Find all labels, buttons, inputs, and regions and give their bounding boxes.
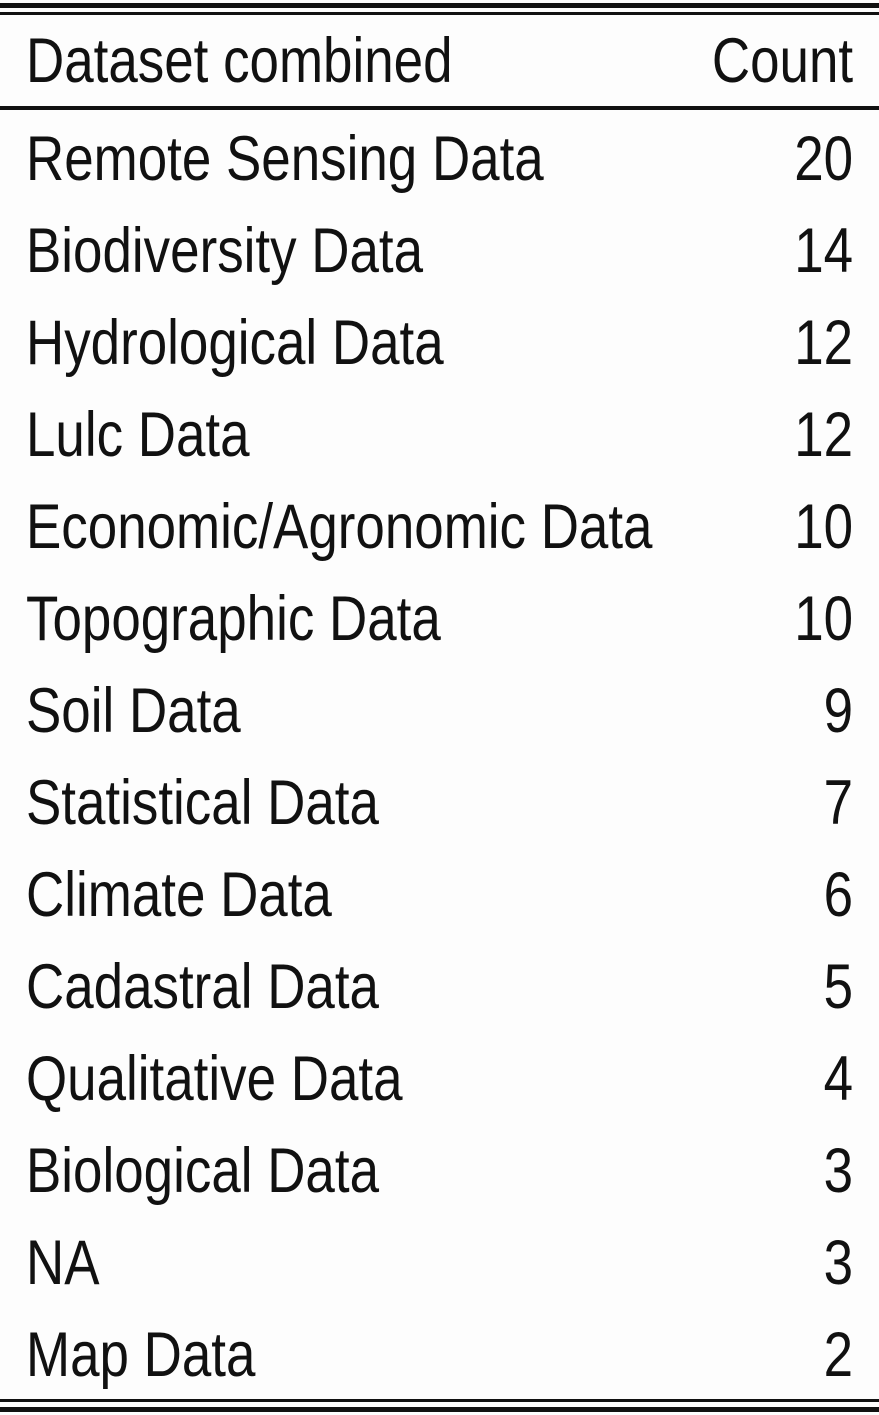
table-row: NA 3 xyxy=(0,1218,879,1310)
count-cell: 2 xyxy=(823,1320,853,1390)
count-cell: 10 xyxy=(794,584,853,654)
count-cell: 12 xyxy=(794,308,853,378)
count-cell: 9 xyxy=(823,676,853,746)
top-rule-thick xyxy=(0,3,879,8)
table-row: Map Data 2 xyxy=(0,1310,879,1402)
count-cell: 3 xyxy=(823,1228,853,1298)
column-header-count: Count xyxy=(711,26,853,96)
dataset-name-cell: NA xyxy=(26,1228,100,1298)
dataset-name-cell: Hydrological Data xyxy=(26,308,444,378)
count-cell: 12 xyxy=(794,400,853,470)
table-body: Remote Sensing Data 20 Biodiversity Data 14… xyxy=(0,114,879,1402)
table-row: Statistical Data 7 xyxy=(0,758,879,850)
dataset-name-cell: Lulc Data xyxy=(26,400,250,470)
count-cell: 3 xyxy=(823,1136,853,1206)
table-row: Climate Data 6 xyxy=(0,850,879,942)
dataset-name-cell: Qualitative Data xyxy=(26,1044,403,1114)
column-header-dataset: Dataset combined xyxy=(26,26,453,96)
count-cell: 14 xyxy=(794,216,853,286)
table-row: Topographic Data 10 xyxy=(0,574,879,666)
count-cell: 5 xyxy=(823,952,853,1022)
dataset-name-cell: Soil Data xyxy=(26,676,241,746)
table-row: Biodiversity Data 14 xyxy=(0,206,879,298)
count-cell: 7 xyxy=(823,768,853,838)
count-cell: 10 xyxy=(794,492,853,562)
dataset-name-cell: Statistical Data xyxy=(26,768,379,838)
count-cell: 20 xyxy=(794,124,853,194)
dataset-name-cell: Remote Sensing Data xyxy=(26,124,544,194)
table-row: Economic/Agronomic Data 10 xyxy=(0,482,879,574)
dataset-name-cell: Climate Data xyxy=(26,860,332,930)
table-row: Hydrological Data 12 xyxy=(0,298,879,390)
dataset-name-cell: Cadastral Data xyxy=(26,952,379,1022)
bottom-rule-thin xyxy=(0,1399,879,1402)
dataset-name-cell: Economic/Agronomic Data xyxy=(26,492,653,562)
table-header-row: Dataset combined Count xyxy=(0,16,879,106)
count-cell: 4 xyxy=(823,1044,853,1114)
count-cell: 6 xyxy=(823,860,853,930)
dataset-name-cell: Biological Data xyxy=(26,1136,380,1206)
bottom-rule-thick xyxy=(0,1407,879,1412)
header-rule xyxy=(0,106,879,110)
dataset-name-cell: Map Data xyxy=(26,1320,256,1390)
table-row: Lulc Data 12 xyxy=(0,390,879,482)
table-row: Soil Data 9 xyxy=(0,666,879,758)
table-row: Cadastral Data 5 xyxy=(0,942,879,1034)
table-row: Qualitative Data 4 xyxy=(0,1034,879,1126)
top-rule-thin xyxy=(0,12,879,15)
dataset-name-cell: Topographic Data xyxy=(26,584,441,654)
table-row: Remote Sensing Data 20 xyxy=(0,114,879,206)
table-row: Biological Data 3 xyxy=(0,1126,879,1218)
dataset-name-cell: Biodiversity Data xyxy=(26,216,424,286)
